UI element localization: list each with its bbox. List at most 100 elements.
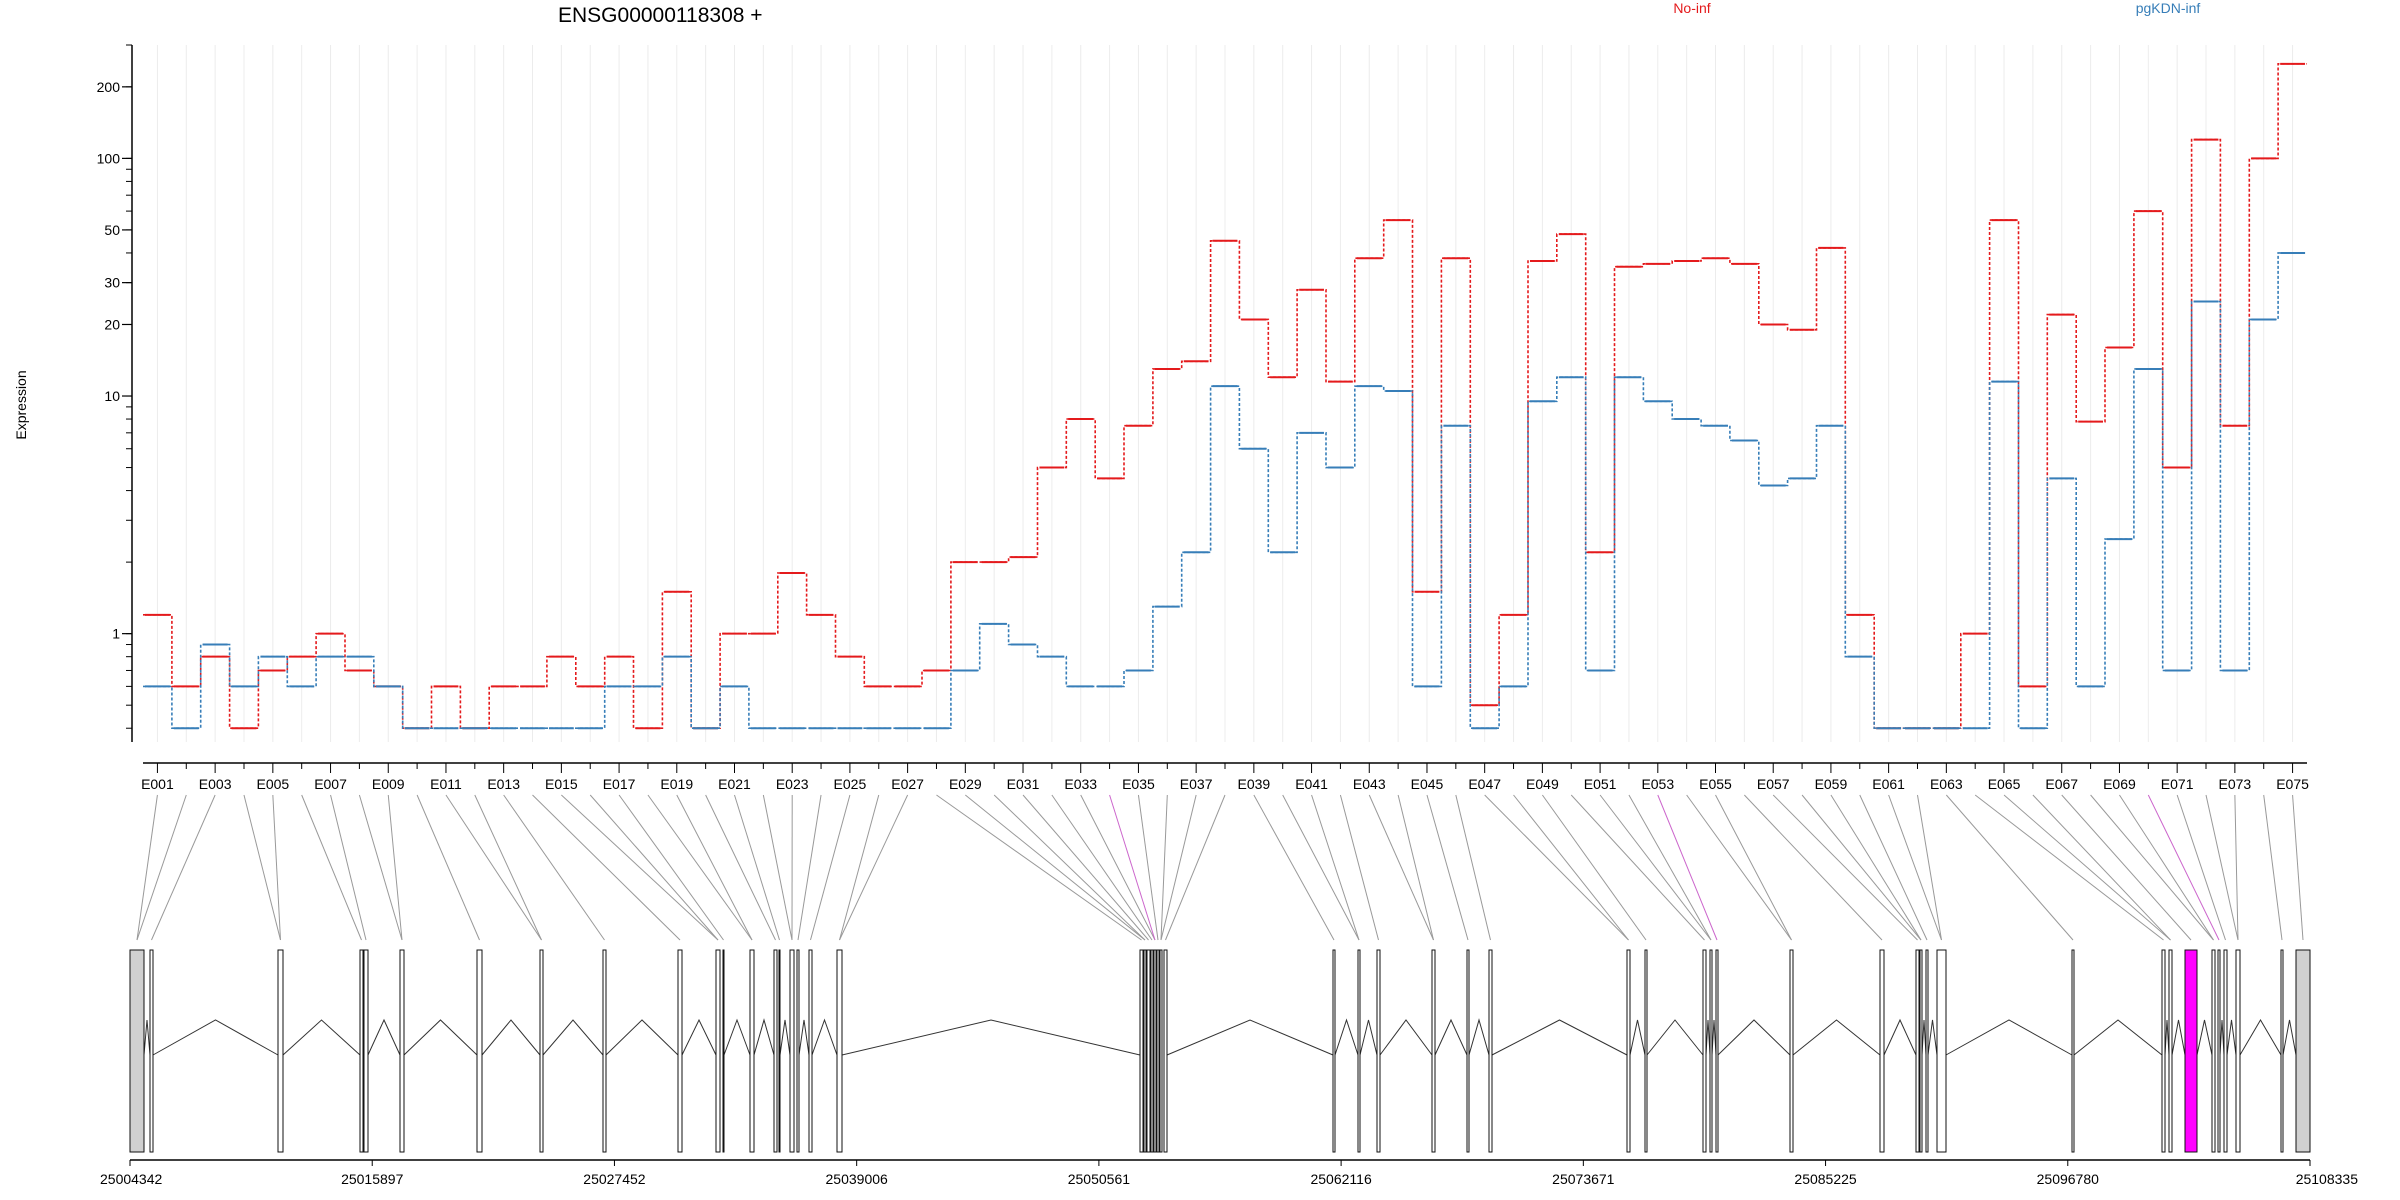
intron-line bbox=[367, 1018, 401, 1056]
x-tick-label: E029 bbox=[949, 776, 982, 792]
intron-line bbox=[2164, 1019, 2170, 1056]
connector-line bbox=[647, 794, 753, 941]
intron-line bbox=[403, 1019, 478, 1056]
connector-line bbox=[1772, 794, 1918, 941]
exon-block bbox=[2295, 949, 2311, 1153]
series-line-no-inf bbox=[143, 63, 2307, 729]
connector-line bbox=[1368, 794, 1434, 941]
connector-line bbox=[1945, 794, 2074, 941]
connector-line bbox=[1513, 794, 1629, 941]
exon-block bbox=[2071, 949, 2075, 1153]
connector-line bbox=[330, 794, 367, 941]
connector-line bbox=[1859, 794, 1928, 941]
genome-tick-label: 25062116 bbox=[1310, 1171, 1371, 1187]
legend-item-pgkdn-inf: pgKDN-inf bbox=[2136, 0, 2201, 16]
connector-line bbox=[151, 794, 216, 941]
connector-line bbox=[1657, 794, 1718, 941]
connector-line bbox=[936, 794, 1142, 941]
chart-title: ENSG00000118308 + bbox=[558, 4, 763, 27]
exon-block bbox=[1702, 949, 1707, 1153]
intron-line bbox=[1927, 1019, 1938, 1056]
connector-line bbox=[734, 794, 780, 941]
exon-block bbox=[1466, 949, 1470, 1153]
y-tick-label: 20 bbox=[104, 316, 120, 332]
exon-block bbox=[1146, 949, 1151, 1153]
connector-line bbox=[136, 794, 158, 941]
intron-line bbox=[1334, 1018, 1359, 1056]
x-tick-label: E047 bbox=[1468, 776, 1501, 792]
x-tick-label: E071 bbox=[2161, 776, 2194, 792]
connector-line bbox=[136, 794, 187, 941]
connector-line bbox=[445, 794, 542, 941]
intron-line bbox=[2073, 1019, 2163, 1056]
genome-tick-label: 25039006 bbox=[826, 1171, 889, 1187]
y-tick-label: 50 bbox=[104, 222, 120, 238]
intron-line bbox=[1629, 1019, 1646, 1056]
connector-line bbox=[1160, 794, 1168, 941]
connector-line bbox=[797, 794, 822, 941]
connector-line bbox=[1570, 794, 1705, 941]
intron-line bbox=[723, 1018, 751, 1056]
connector-line bbox=[993, 794, 1146, 941]
exon-block bbox=[2217, 949, 2221, 1153]
exon-block bbox=[1626, 949, 1631, 1153]
exon-block bbox=[1357, 949, 1361, 1153]
x-tick-label: E017 bbox=[603, 776, 636, 792]
connector-line bbox=[416, 794, 480, 941]
genome-tick-label: 25096780 bbox=[2037, 1171, 2100, 1187]
x-tick-label: E053 bbox=[1641, 776, 1674, 792]
exon-block bbox=[129, 949, 145, 1153]
intron-line bbox=[542, 1019, 604, 1056]
exon-block bbox=[1936, 949, 1947, 1153]
intron-line bbox=[1717, 1019, 1791, 1056]
y-tick-label: 30 bbox=[104, 275, 120, 291]
connector-line bbox=[243, 794, 281, 941]
connector-line bbox=[1339, 794, 1379, 941]
genome-tick-label: 25108335 bbox=[2296, 1171, 2359, 1187]
connector-line bbox=[532, 794, 681, 941]
x-tick-label: E063 bbox=[1930, 776, 1963, 792]
exon-block bbox=[1376, 949, 1381, 1153]
exon-block bbox=[1915, 949, 1920, 1153]
connector-line bbox=[1974, 794, 2164, 941]
exon-block bbox=[1163, 949, 1168, 1153]
exon-block bbox=[1159, 949, 1163, 1153]
exon-block bbox=[1332, 949, 1336, 1153]
x-tick-label: E075 bbox=[2276, 776, 2309, 792]
exon-block bbox=[2184, 949, 2198, 1153]
exon-block bbox=[1789, 949, 1794, 1153]
connector-line bbox=[1715, 794, 1792, 941]
x-tick-label: E021 bbox=[718, 776, 751, 792]
y-tick-label: 200 bbox=[97, 79, 121, 95]
connector-line bbox=[1743, 794, 1883, 941]
connector-line bbox=[1830, 794, 1922, 941]
intron-line bbox=[753, 1018, 775, 1056]
exon-block bbox=[1644, 949, 1648, 1153]
connector-line bbox=[1051, 794, 1153, 941]
intron-line bbox=[2226, 1019, 2237, 1056]
connector-line bbox=[2090, 794, 2214, 941]
x-tick-label: E067 bbox=[2045, 776, 2078, 792]
connector-line bbox=[1801, 794, 1922, 941]
connector-line bbox=[1888, 794, 1942, 941]
intron-line bbox=[2196, 1019, 2213, 1056]
exon-block bbox=[1150, 949, 1154, 1153]
intron-line bbox=[481, 1019, 541, 1056]
x-tick-label: E049 bbox=[1526, 776, 1559, 792]
connector-line bbox=[358, 794, 403, 941]
intron-line bbox=[798, 1019, 810, 1056]
x-tick-label: E007 bbox=[314, 776, 347, 792]
connector-line bbox=[2263, 794, 2283, 941]
connector-line bbox=[1137, 794, 1159, 941]
intron-line bbox=[1705, 1019, 1711, 1056]
connector-line bbox=[1165, 794, 1226, 941]
connector-line bbox=[676, 794, 753, 941]
exon-block bbox=[2223, 949, 2228, 1153]
connector-line bbox=[810, 794, 851, 941]
exon-block bbox=[277, 949, 284, 1153]
exon-block bbox=[1143, 949, 1147, 1153]
genome-tick-label: 25085225 bbox=[1794, 1171, 1857, 1187]
exon-block bbox=[749, 949, 755, 1153]
connector-line bbox=[589, 794, 719, 941]
x-tick-label: E033 bbox=[1064, 776, 1097, 792]
